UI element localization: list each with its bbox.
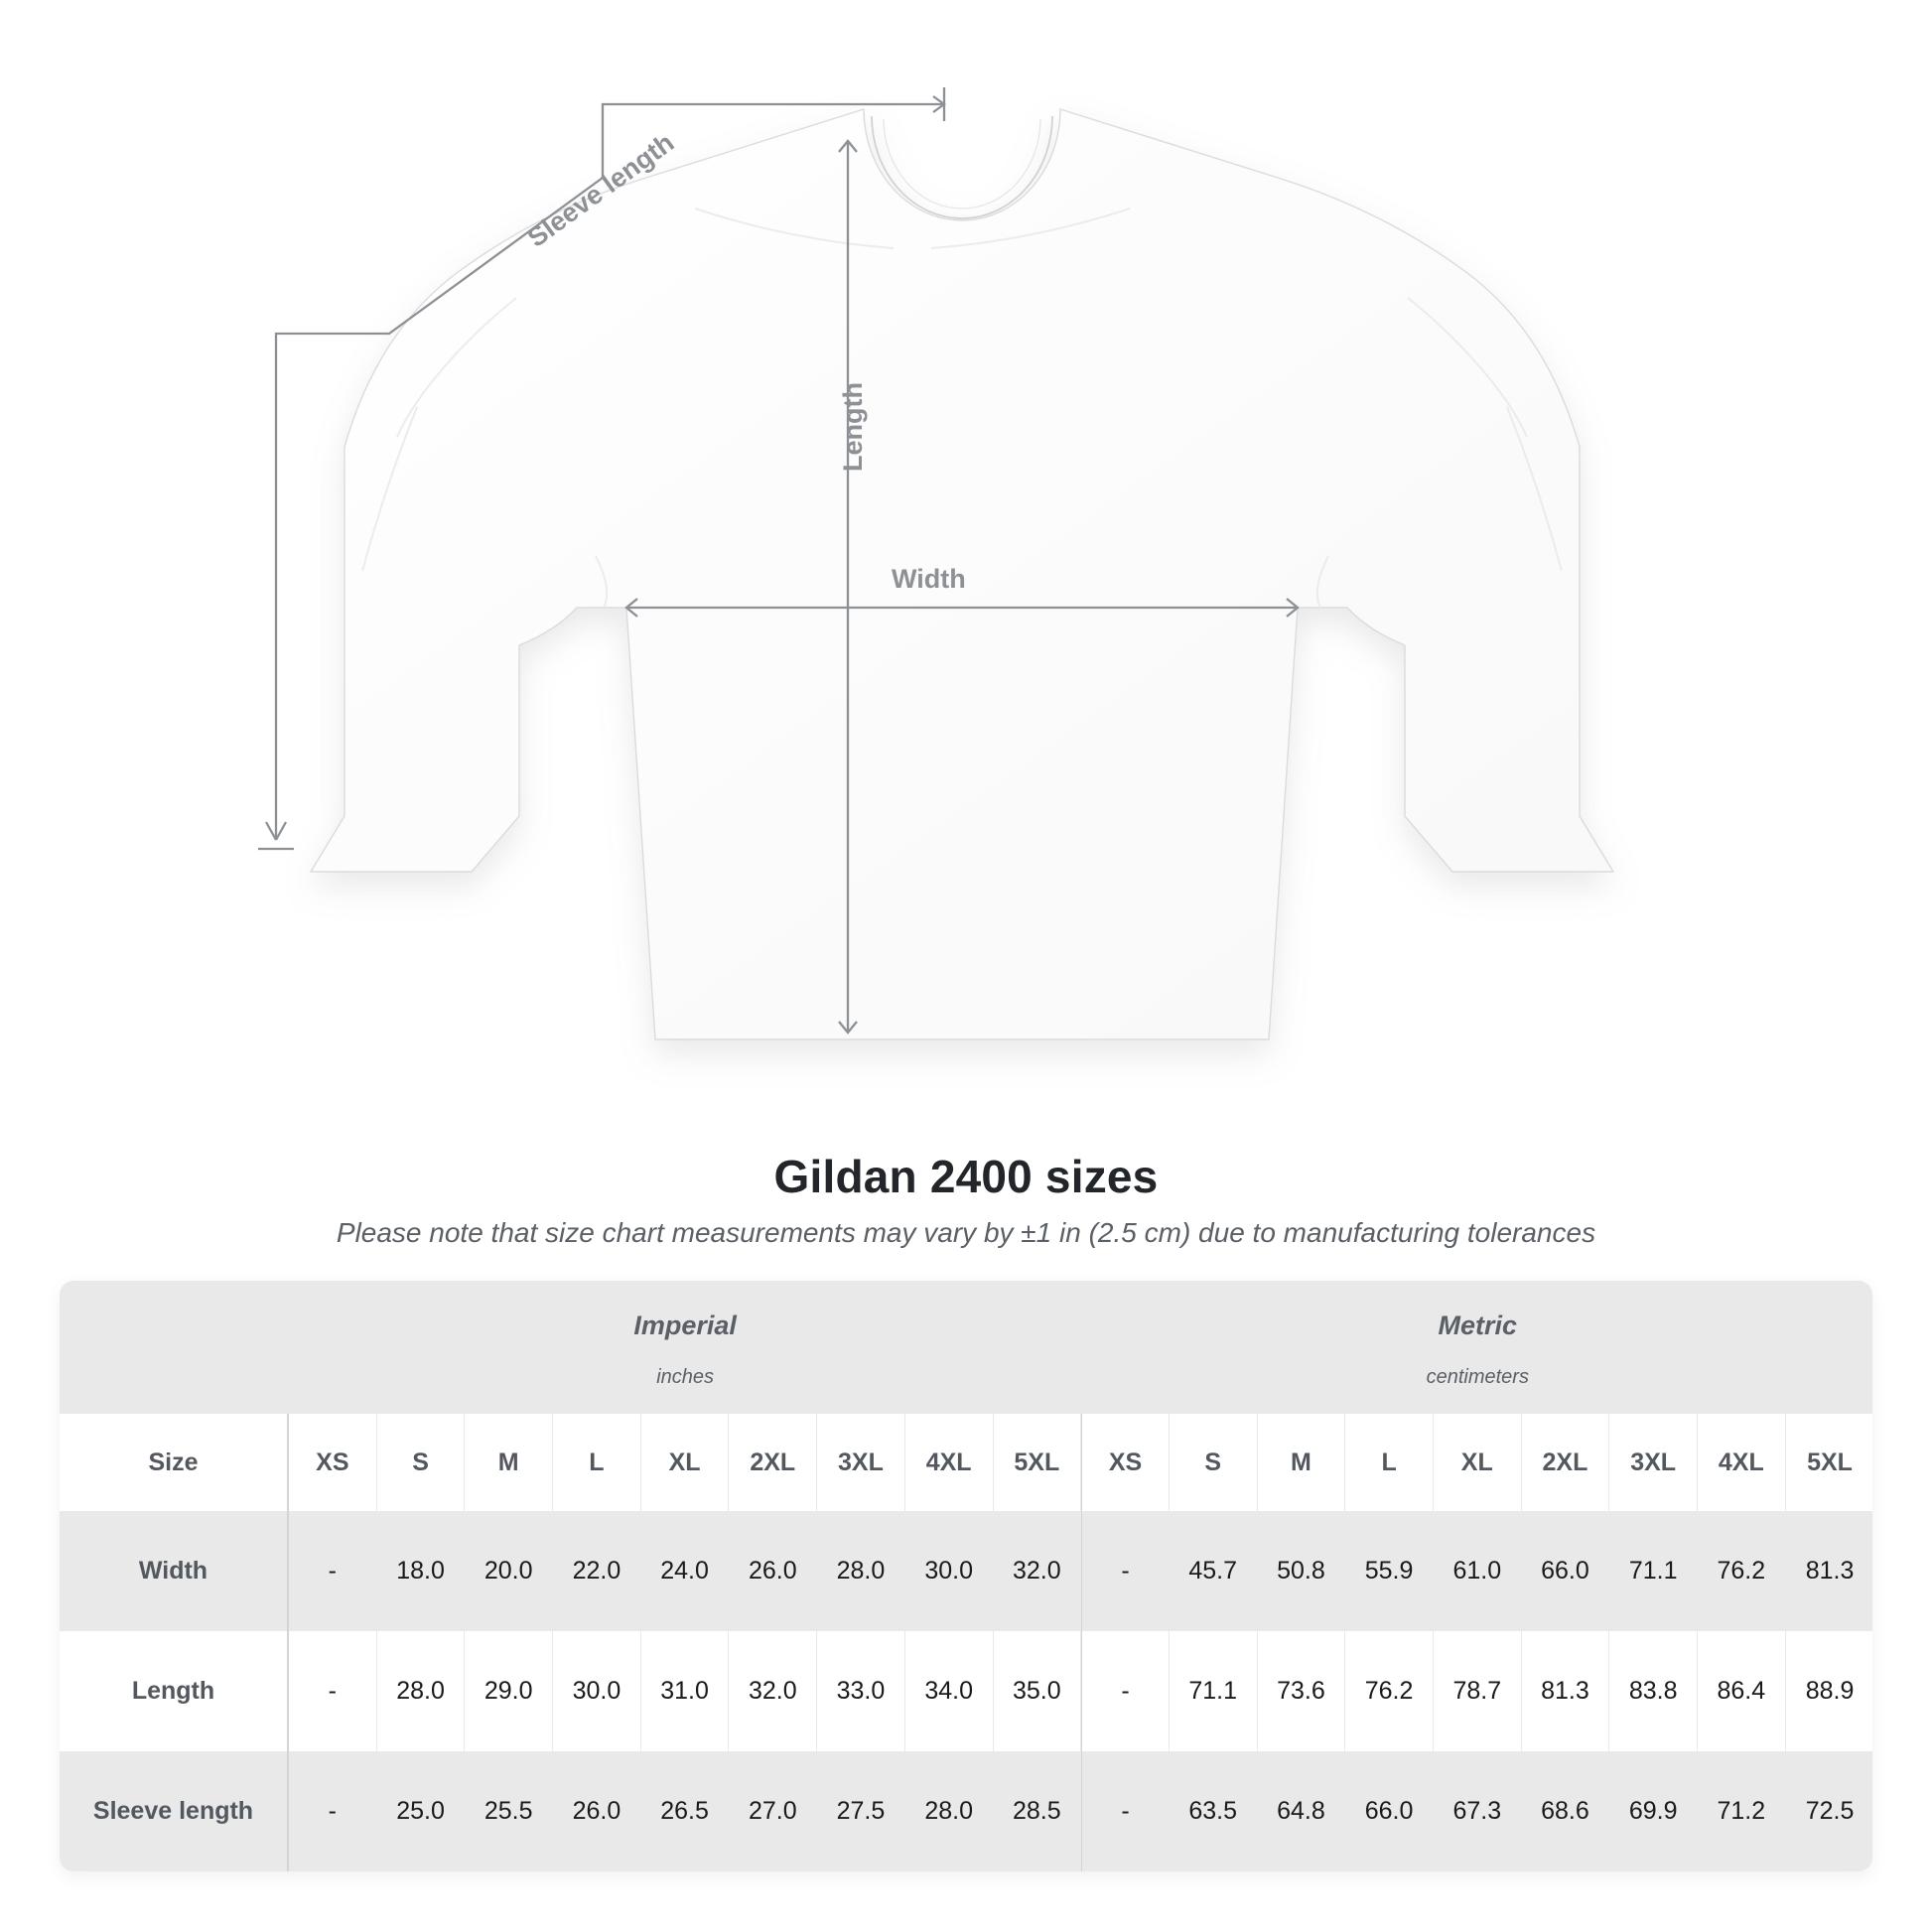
- svg-text:Length: Length: [838, 382, 868, 472]
- svg-text:Width: Width: [892, 564, 966, 594]
